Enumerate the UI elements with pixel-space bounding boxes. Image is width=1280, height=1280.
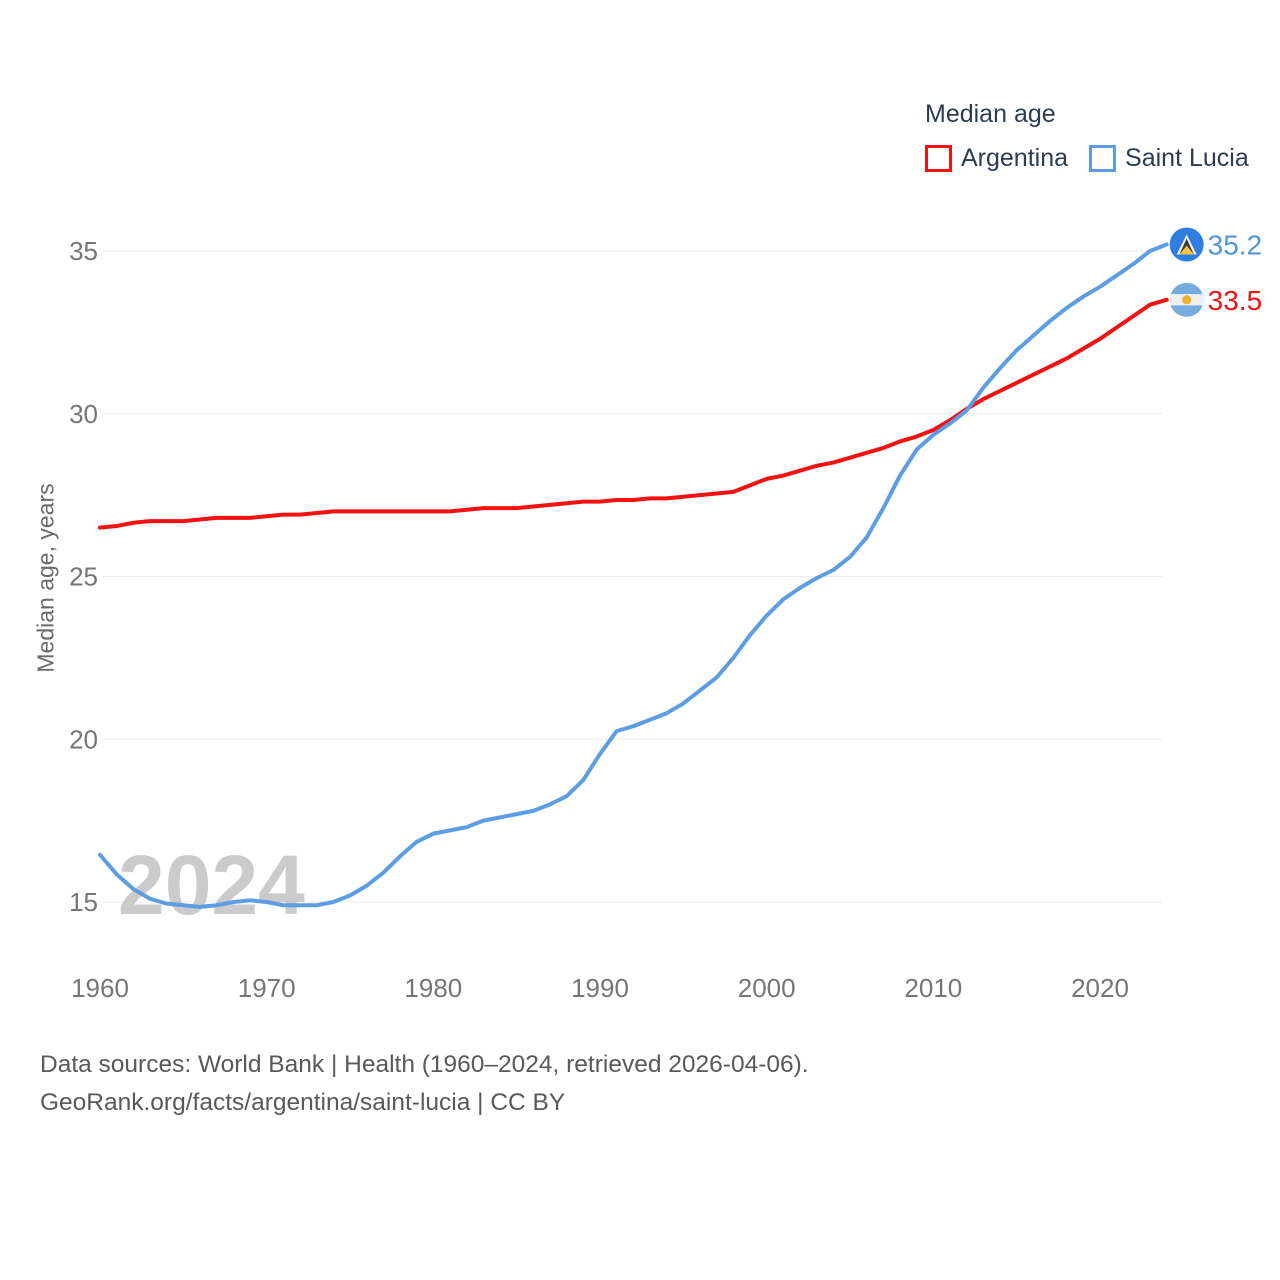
x-tick-label: 2000 bbox=[738, 973, 796, 1003]
y-tick-label: 20 bbox=[69, 724, 98, 754]
x-axis-tick-labels: 1960 1970 1980 1990 2000 2010 2020 bbox=[71, 973, 1129, 1003]
legend-item-argentina[interactable]: Argentina bbox=[925, 144, 1068, 173]
attribution-line: GeoRank.org/facts/argentina/saint-lucia … bbox=[40, 1089, 566, 1116]
data-sources-line: Data sources: World Bank | Health (1960–… bbox=[40, 1051, 809, 1078]
watermark-year: 2024 bbox=[118, 838, 305, 932]
legend-item-label: Saint Lucia bbox=[1125, 144, 1249, 172]
argentina-end-value: 33.5 bbox=[1208, 285, 1263, 316]
saint-lucia-flag-icon bbox=[1169, 227, 1204, 262]
y-axis-tick-labels: 15 20 25 30 35 bbox=[69, 236, 98, 917]
saint-lucia-end-value: 35.2 bbox=[1208, 229, 1263, 260]
gridlines bbox=[102, 250, 1162, 903]
y-axis-title: Median age, years bbox=[32, 483, 59, 673]
y-tick-label: 15 bbox=[69, 887, 98, 917]
x-tick-label: 1970 bbox=[238, 973, 296, 1003]
y-tick-label: 35 bbox=[69, 236, 98, 266]
saint-lucia-line bbox=[98, 242, 1169, 909]
x-tick-label: 1980 bbox=[404, 973, 462, 1003]
x-tick-label: 1990 bbox=[571, 973, 629, 1003]
x-tick-label: 2010 bbox=[904, 973, 962, 1003]
argentina-swatch-icon bbox=[925, 145, 952, 172]
footer: Data sources: World Bank | Health (1960–… bbox=[40, 1046, 809, 1122]
legend-items: Argentina Saint Lucia bbox=[925, 144, 1249, 173]
legend: Median age Argentina Saint Lucia bbox=[925, 100, 1249, 173]
legend-title: Median age bbox=[925, 100, 1056, 128]
y-tick-label: 30 bbox=[69, 399, 98, 429]
legend-item-saint-lucia[interactable]: Saint Lucia bbox=[1089, 144, 1249, 173]
x-tick-label: 1960 bbox=[71, 973, 129, 1003]
legend-item-label: Argentina bbox=[961, 144, 1069, 172]
argentina-flag-icon bbox=[1169, 282, 1204, 317]
argentina-line bbox=[98, 297, 1169, 530]
y-tick-label: 25 bbox=[69, 562, 98, 592]
x-tick-label: 2020 bbox=[1071, 973, 1129, 1003]
saint-lucia-swatch-icon bbox=[1089, 145, 1117, 172]
